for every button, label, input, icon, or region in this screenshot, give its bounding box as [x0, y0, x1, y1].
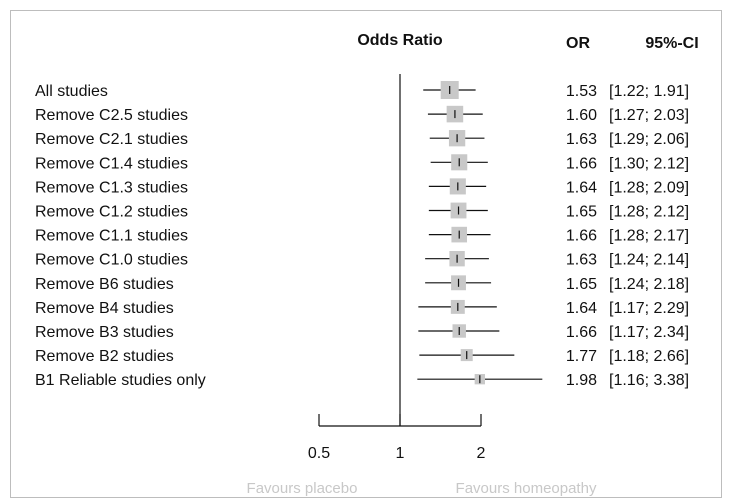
row-label: B1 Reliable studies only — [35, 372, 206, 389]
forest-row: Remove B4 studies 1.64 [1.17; 2.29] — [35, 300, 689, 317]
forest-row: Remove C1.4 studies 1.66 [1.30; 2.12] — [35, 154, 689, 172]
forest-row: B1 Reliable studies only 1.98 [1.16; 3.38] — [35, 372, 689, 389]
row-or-value: 1.98 — [566, 372, 597, 389]
row-ci-value: [1.24; 2.14] — [609, 252, 689, 269]
row-or-value: 1.63 — [566, 252, 597, 269]
forest-row: Remove C2.1 studies 1.63 [1.29; 2.06] — [35, 130, 689, 148]
header-odds-ratio: Odds Ratio — [357, 32, 443, 49]
forest-row: Remove B2 studies 1.77 [1.18; 2.66] — [35, 348, 689, 365]
row-or-value: 1.77 — [566, 348, 597, 365]
row-ci-value: [1.27; 2.03] — [609, 107, 689, 124]
forest-row: Remove C2.5 studies 1.60 [1.27; 2.03] — [35, 105, 689, 124]
row-or-value: 1.65 — [566, 204, 597, 221]
row-ci-value: [1.29; 2.06] — [609, 131, 689, 148]
row-or-value: 1.60 — [566, 107, 597, 124]
row-label: Remove C2.1 studies — [35, 131, 188, 148]
row-or-value: 1.66 — [566, 228, 597, 245]
x-axis: 0.5 1 2 — [308, 414, 486, 462]
row-label: Remove C1.0 studies — [35, 252, 188, 269]
row-label: Remove C1.3 studies — [35, 179, 188, 196]
row-ci-value: [1.28; 2.17] — [609, 228, 689, 245]
row-or-value: 1.65 — [566, 276, 597, 293]
row-label: All studies — [35, 83, 108, 100]
forest-rows: All studies 1.53 [1.22; 1.91] Remove C2.5 s… — [35, 81, 689, 389]
forest-row: Remove B3 studies 1.66 [1.17; 2.34] — [35, 324, 689, 341]
row-or-value: 1.63 — [566, 131, 597, 148]
row-ci-value: [1.30; 2.12] — [609, 155, 689, 172]
row-or-value: 1.66 — [566, 324, 597, 341]
row-or-value: 1.64 — [566, 179, 597, 196]
header-or: OR — [566, 35, 590, 52]
favours-labels: Favours placebo Favours homeopathy — [247, 480, 597, 497]
row-ci-value: [1.22; 1.91] — [609, 83, 689, 100]
row-label: Remove B2 studies — [35, 348, 174, 365]
row-label: Remove C1.1 studies — [35, 228, 188, 245]
column-headers: Odds Ratio OR 95%-CI — [357, 32, 698, 52]
forest-row: All studies 1.53 [1.22; 1.91] — [35, 81, 689, 100]
row-ci-value: [1.28; 2.12] — [609, 204, 689, 221]
x-tick-label: 2 — [477, 445, 486, 462]
favours-placebo-label: Favours placebo — [247, 480, 358, 497]
row-ci-value: [1.17; 2.34] — [609, 324, 689, 341]
row-label: Remove B6 studies — [35, 276, 174, 293]
header-ci: 95%-CI — [645, 35, 698, 52]
row-label: Remove B3 studies — [35, 324, 174, 341]
row-ci-value: [1.16; 3.38] — [609, 372, 689, 389]
row-ci-value: [1.18; 2.66] — [609, 348, 689, 365]
x-tick-label: 1 — [396, 445, 405, 462]
row-ci-value: [1.28; 2.09] — [609, 179, 689, 196]
forest-row: Remove C1.2 studies 1.65 [1.28; 2.12] — [35, 202, 689, 221]
forest-row: Remove C1.3 studies 1.64 [1.28; 2.09] — [35, 178, 689, 196]
row-label: Remove C2.5 studies — [35, 107, 188, 124]
plot-frame — [10, 10, 722, 498]
row-label: Remove B4 studies — [35, 300, 174, 317]
forest-row: Remove B6 studies 1.65 [1.24; 2.18] — [35, 275, 689, 293]
favours-homeopathy-label: Favours homeopathy — [456, 480, 597, 497]
row-ci-value: [1.24; 2.18] — [609, 276, 689, 293]
row-label: Remove C1.2 studies — [35, 204, 188, 221]
row-ci-value: [1.17; 2.29] — [609, 300, 689, 317]
row-label: Remove C1.4 studies — [35, 155, 188, 172]
row-or-value: 1.53 — [566, 83, 597, 100]
row-or-value: 1.64 — [566, 300, 597, 317]
forest-row: Remove C1.0 studies 1.63 [1.24; 2.14] — [35, 251, 689, 269]
row-or-value: 1.66 — [566, 155, 597, 172]
forest-row: Remove C1.1 studies 1.66 [1.28; 2.17] — [35, 226, 689, 245]
x-tick-label: 0.5 — [308, 445, 330, 462]
